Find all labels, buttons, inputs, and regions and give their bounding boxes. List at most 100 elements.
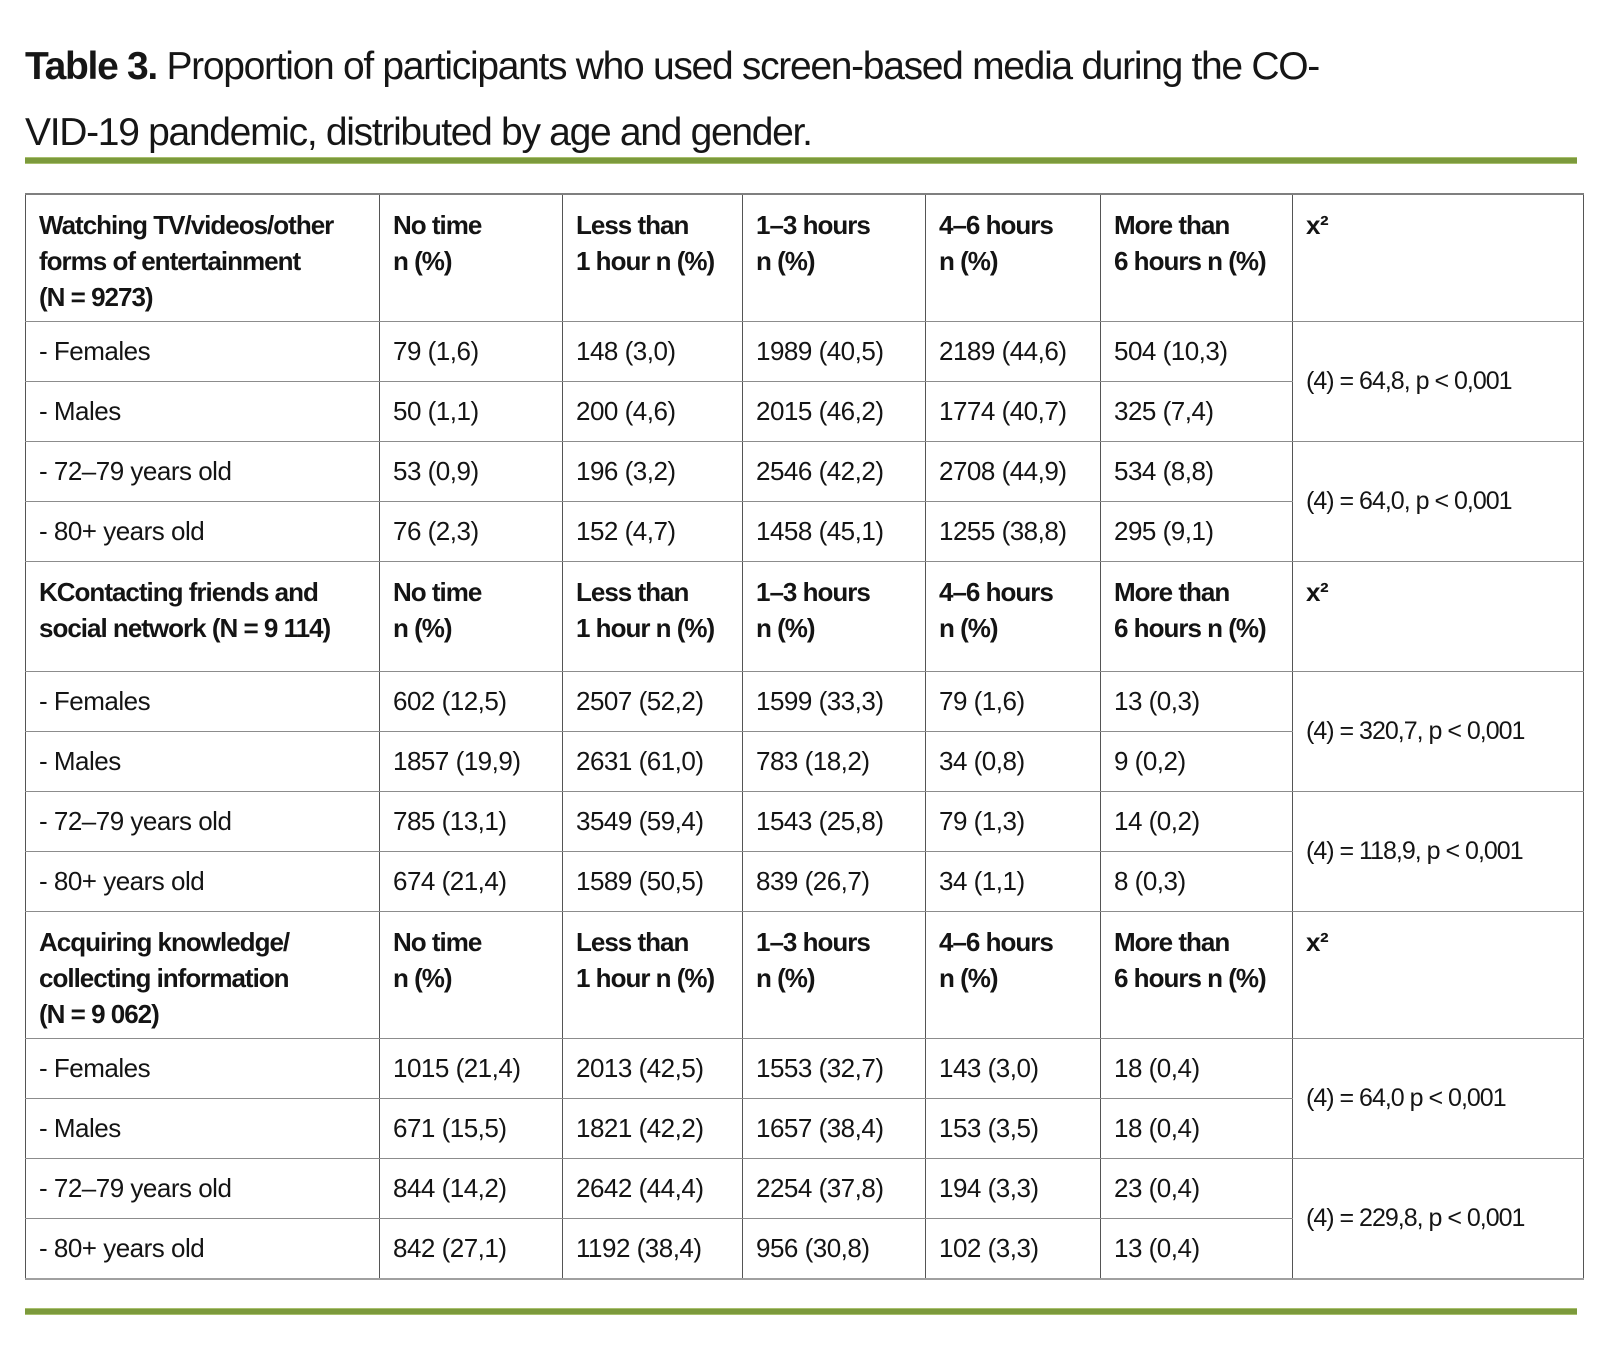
value-cell: 194 (3,3) xyxy=(925,1158,1101,1219)
column-header-more-6h: More than 6 hours n (%) xyxy=(1100,561,1293,672)
chi-square-age-cell: (4) = 64,0, p < 0,001 xyxy=(1292,441,1584,562)
value-cell: 783 (18,2) xyxy=(742,731,926,792)
title-text: Proportion of participants who used scre… xyxy=(156,45,1320,88)
value-cell: 23 (0,4) xyxy=(1100,1158,1293,1219)
row-label: - Males xyxy=(25,731,380,792)
column-header-less-1h: Less than 1 hour n (%) xyxy=(562,193,743,322)
column-header-less-1h: Less than 1 hour n (%) xyxy=(562,911,743,1039)
title-line-2: VID-19 pandemic, distributed by age and … xyxy=(25,111,813,154)
value-cell: 3549 (59,4) xyxy=(562,791,743,852)
table-row: - Females 602 (12,5) 2507 (52,2) 1599 (3… xyxy=(25,671,1584,792)
value-cell: 844 (14,2) xyxy=(379,1158,563,1219)
column-header-4-6h: 4–6 hours n (%) xyxy=(925,911,1101,1039)
value-cell: 534 (8,8) xyxy=(1100,441,1293,502)
column-header-chi-square: x² xyxy=(1292,193,1584,322)
row-label: - 80+ years old xyxy=(25,851,380,912)
column-header-more-6h: More than 6 hours n (%) xyxy=(1100,193,1293,322)
value-cell: 1857 (19,9) xyxy=(379,731,563,792)
value-cell: 1599 (33,3) xyxy=(742,671,926,732)
value-cell: 50 (1,1) xyxy=(379,381,563,442)
column-header-no-time: No time n (%) xyxy=(379,561,563,672)
title-line-1: Table 3. Proportion of participants who … xyxy=(25,34,1320,100)
value-cell: 504 (10,3) xyxy=(1100,321,1293,382)
table-row: - 80+ years old 76 (2,3) 152 (4,7) 1458 … xyxy=(25,501,1584,562)
chi-square-gender-cell: (4) = 64,0 p < 0,001 xyxy=(1292,1038,1584,1159)
value-cell: 1821 (42,2) xyxy=(562,1098,743,1159)
value-cell: 1589 (50,5) xyxy=(562,851,743,912)
row-label: - 80+ years old xyxy=(25,1218,380,1279)
table-row: - 80+ years old 842 (27,1) 1192 (38,4) 9… xyxy=(25,1218,1584,1279)
value-cell: 1543 (25,8) xyxy=(742,791,926,852)
value-cell: 153 (3,5) xyxy=(925,1098,1101,1159)
value-cell: 2189 (44,6) xyxy=(925,321,1101,382)
value-cell: 1553 (32,7) xyxy=(742,1038,926,1099)
value-cell: 200 (4,6) xyxy=(562,381,743,442)
green-divider-top xyxy=(25,157,1577,164)
value-cell: 2254 (37,8) xyxy=(742,1158,926,1219)
table-row: - 72–79 years old 785 (13,1) 3549 (59,4)… xyxy=(25,791,1584,912)
column-header-less-1h: Less than 1 hour n (%) xyxy=(562,561,743,672)
value-cell: 839 (26,7) xyxy=(742,851,926,912)
value-cell: 2546 (42,2) xyxy=(742,441,926,502)
value-cell: 602 (12,5) xyxy=(379,671,563,732)
results-table: Watching TV/videos/other forms of entert… xyxy=(25,193,1584,1280)
section-1-header-row: Watching TV/videos/other forms of entert… xyxy=(25,193,1584,322)
row-label: - Females xyxy=(25,1038,380,1099)
row-label: - Females xyxy=(25,321,380,382)
row-label: - Males xyxy=(25,1098,380,1159)
value-cell: 674 (21,4) xyxy=(379,851,563,912)
table-number-label: Table 3. xyxy=(25,45,158,88)
value-cell: 842 (27,1) xyxy=(379,1218,563,1279)
column-header-no-time: No time n (%) xyxy=(379,193,563,322)
table-row: - 72–79 years old 53 (0,9) 196 (3,2) 254… xyxy=(25,441,1584,562)
value-cell: 8 (0,3) xyxy=(1100,851,1293,912)
row-label: - 72–79 years old xyxy=(25,1158,380,1219)
value-cell: 13 (0,4) xyxy=(1100,1218,1293,1279)
column-header-1-3h: 1–3 hours n (%) xyxy=(742,193,926,322)
column-header-no-time: No time n (%) xyxy=(379,911,563,1039)
value-cell: 76 (2,3) xyxy=(379,501,563,562)
row-label: - Females xyxy=(25,671,380,732)
value-cell: 295 (9,1) xyxy=(1100,501,1293,562)
value-cell: 102 (3,3) xyxy=(925,1218,1101,1279)
value-cell: 2015 (46,2) xyxy=(742,381,926,442)
column-header-4-6h: 4–6 hours n (%) xyxy=(925,193,1101,322)
value-cell: 34 (1,1) xyxy=(925,851,1101,912)
value-cell: 671 (15,5) xyxy=(379,1098,563,1159)
value-cell: 1458 (45,1) xyxy=(742,501,926,562)
value-cell: 1192 (38,4) xyxy=(562,1218,743,1279)
green-divider-bottom xyxy=(25,1308,1577,1315)
table-row: - Females 1015 (21,4) 2013 (42,5) 1553 (… xyxy=(25,1038,1584,1159)
value-cell: 1657 (38,4) xyxy=(742,1098,926,1159)
value-cell: 1774 (40,7) xyxy=(925,381,1101,442)
value-cell: 2631 (61,0) xyxy=(562,731,743,792)
table-row: - 80+ years old 674 (21,4) 1589 (50,5) 8… xyxy=(25,851,1584,912)
value-cell: 18 (0,4) xyxy=(1100,1098,1293,1159)
page-title: Table 3. Proportion of participants who … xyxy=(25,34,1320,166)
column-header-4-6h: 4–6 hours n (%) xyxy=(925,561,1101,672)
value-cell: 143 (3,0) xyxy=(925,1038,1101,1099)
column-header-1-3h: 1–3 hours n (%) xyxy=(742,561,926,672)
chi-square-age-cell: (4) = 229,8, p < 0,001 xyxy=(1292,1158,1584,1279)
column-header-chi-square: x² xyxy=(1292,561,1584,672)
row-label: - 72–79 years old xyxy=(25,441,380,502)
section-1-category: Watching TV/videos/other forms of entert… xyxy=(25,193,380,322)
value-cell: 1015 (21,4) xyxy=(379,1038,563,1099)
table-row: - Males 50 (1,1) 200 (4,6) 2015 (46,2) 1… xyxy=(25,381,1584,442)
value-cell: 53 (0,9) xyxy=(379,441,563,502)
section-3-header-row: Acquiring knowledge/ collecting informat… xyxy=(25,911,1584,1039)
section-3-category: Acquiring knowledge/ collecting informat… xyxy=(25,911,380,1039)
value-cell: 1989 (40,5) xyxy=(742,321,926,382)
value-cell: 2708 (44,9) xyxy=(925,441,1101,502)
value-cell: 13 (0,3) xyxy=(1100,671,1293,732)
row-label: - 72–79 years old xyxy=(25,791,380,852)
value-cell: 2642 (44,4) xyxy=(562,1158,743,1219)
chi-square-age-cell: (4) = 118,9, p < 0,001 xyxy=(1292,791,1584,912)
value-cell: 79 (1,6) xyxy=(925,671,1101,732)
value-cell: 34 (0,8) xyxy=(925,731,1101,792)
value-cell: 956 (30,8) xyxy=(742,1218,926,1279)
value-cell: 14 (0,2) xyxy=(1100,791,1293,852)
column-header-1-3h: 1–3 hours n (%) xyxy=(742,911,926,1039)
table-row: - Males 671 (15,5) 1821 (42,2) 1657 (38,… xyxy=(25,1098,1584,1159)
